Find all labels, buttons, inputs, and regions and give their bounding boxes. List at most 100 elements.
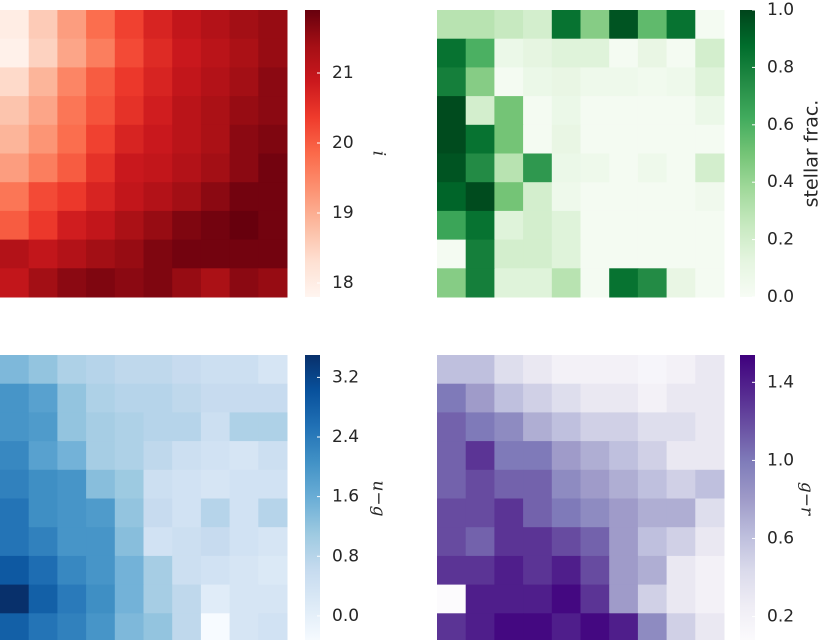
- heatmap-cell: [437, 10, 467, 40]
- heatmap-cell: [695, 67, 725, 97]
- heatmap-cell: [437, 469, 467, 499]
- heatmap-cell: [200, 210, 231, 241]
- heatmap-cell: [258, 38, 288, 68]
- heatmap-cell: [143, 239, 173, 269]
- heatmap-cell: [57, 268, 87, 298]
- heatmap-cell: [609, 584, 639, 614]
- heatmap-cell: [258, 96, 288, 126]
- heatmap-cell: [200, 441, 231, 471]
- heatmap-cell: [437, 38, 467, 68]
- heatmap-cell: [465, 239, 495, 269]
- heatmap-cell: [200, 10, 231, 40]
- heatmap-cell: [172, 469, 202, 499]
- heatmap-cell: [114, 239, 144, 269]
- heatmap-cell: [666, 96, 696, 126]
- heatmap-cell: [551, 182, 581, 212]
- colorbar-tick-label: 0.2: [767, 230, 794, 250]
- heatmap-cell: [200, 555, 231, 586]
- heatmap-cell: [580, 10, 610, 40]
- heatmap-cell: [437, 239, 467, 269]
- colorbar-tick-label: 0.4: [767, 172, 794, 192]
- heatmap-cell: [465, 96, 495, 126]
- heatmap-cell: [666, 412, 696, 442]
- colorbar: [305, 10, 320, 297]
- heatmap-cell: [172, 355, 202, 385]
- heatmap-cell: [200, 412, 231, 442]
- heatmap-cell: [666, 383, 696, 413]
- heatmap-cell: [494, 239, 524, 269]
- heatmap-cell: [172, 268, 202, 298]
- heatmap-cell: [229, 412, 259, 442]
- heatmap-cell: [523, 96, 553, 126]
- heatmap-cell: [695, 584, 725, 614]
- colorbar-tick-label: 0.6: [767, 529, 794, 549]
- heatmap-cell: [229, 67, 259, 97]
- heatmap-cell: [114, 67, 144, 97]
- heatmap-cell: [551, 441, 581, 471]
- heatmap-cell: [0, 124, 30, 154]
- heatmap-cell: [437, 383, 467, 413]
- heatmap-cell: [465, 412, 495, 442]
- heatmap-cell: [494, 441, 524, 471]
- heatmap-cell: [229, 10, 259, 40]
- heatmap-cell: [551, 555, 581, 586]
- heatmap-cell: [258, 441, 288, 471]
- heatmap-cell: [465, 355, 495, 385]
- heatmap-cell: [637, 67, 668, 97]
- heatmap-cell: [637, 153, 668, 183]
- colorbar-tick-label: 0.0: [332, 606, 359, 626]
- heatmap-cell: [28, 124, 58, 154]
- heatmap-cell: [666, 441, 696, 471]
- heatmap-cell: [437, 210, 467, 241]
- colorbar-tick-label: 18: [332, 273, 354, 293]
- heatmap-cell: [28, 498, 58, 528]
- heatmap-cell: [695, 383, 725, 413]
- heatmap-cell: [0, 182, 30, 212]
- heatmap-cell: [437, 96, 467, 126]
- heatmap-cell: [200, 153, 231, 183]
- heatmap-cell: [229, 96, 259, 126]
- heatmap-cell: [172, 153, 202, 183]
- heatmap-cell: [580, 124, 610, 154]
- heatmap-cell: [637, 96, 668, 126]
- heatmap-cell: [695, 441, 725, 471]
- heatmap-cell: [465, 584, 495, 614]
- heatmap-cell: [0, 10, 30, 40]
- heatmap-cell: [494, 124, 524, 154]
- heatmap-cell: [114, 527, 144, 557]
- heatmap-cell: [86, 10, 116, 40]
- heatmap-cell: [695, 96, 725, 126]
- heatmap-cell: [609, 67, 639, 97]
- heatmap-cell: [114, 38, 144, 68]
- heatmap-cell: [172, 96, 202, 126]
- heatmap-cell: [172, 239, 202, 269]
- heatmap-cell: [143, 268, 173, 298]
- heatmap-cell: [666, 613, 696, 640]
- heatmap-cell: [465, 182, 495, 212]
- heatmap-cell: [494, 153, 524, 183]
- heatmap-cell: [551, 67, 581, 97]
- heatmap-cell: [114, 153, 144, 183]
- heatmap-cell: [494, 210, 524, 241]
- heatmap-cell: [523, 239, 553, 269]
- heatmap-cell: [609, 412, 639, 442]
- colorbar-tick-label: 0.2: [767, 607, 794, 627]
- heatmap-cell: [494, 355, 524, 385]
- heatmap-cell: [172, 441, 202, 471]
- heatmap-cell: [465, 527, 495, 557]
- heatmap-cell: [143, 555, 173, 586]
- heatmap-cell: [114, 96, 144, 126]
- heatmap-cell: [28, 412, 58, 442]
- heatmap-cell: [114, 584, 144, 614]
- heatmap-cell: [28, 210, 58, 241]
- heatmap-cell: [437, 124, 467, 154]
- heatmap-cell: [57, 38, 87, 68]
- heatmap-cell: [258, 412, 288, 442]
- heatmap-cell: [0, 67, 30, 97]
- heatmap-cell: [0, 613, 30, 640]
- heatmap-cell: [86, 469, 116, 499]
- heatmap-cell: [437, 153, 467, 183]
- colorbar-tick-label: 2.4: [332, 427, 359, 447]
- heatmap-cell: [494, 268, 524, 298]
- heatmap-cell: [0, 555, 30, 586]
